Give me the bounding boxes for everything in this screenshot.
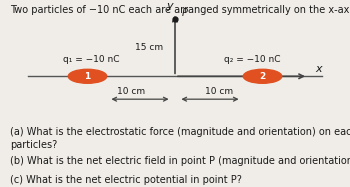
Text: P: P xyxy=(182,8,188,18)
Text: Two particles of −10 nC each are arranged symmetrically on the x-axis.: Two particles of −10 nC each are arrange… xyxy=(10,5,350,15)
Circle shape xyxy=(243,69,282,83)
Text: 1: 1 xyxy=(84,72,91,81)
Text: q₁ = −10 nC: q₁ = −10 nC xyxy=(63,55,119,64)
Text: 2: 2 xyxy=(259,72,266,81)
Text: 15 cm: 15 cm xyxy=(135,43,163,52)
Text: q₂ = −10 nC: q₂ = −10 nC xyxy=(224,55,280,64)
Text: x: x xyxy=(315,64,322,74)
Text: 10 cm: 10 cm xyxy=(205,87,233,96)
Text: y: y xyxy=(167,1,173,11)
Text: (c) What is the net electric potential in point P?: (c) What is the net electric potential i… xyxy=(10,175,242,185)
Text: (a) What is the electrostatic force (magnitude and orientation) on each of the t: (a) What is the electrostatic force (mag… xyxy=(10,127,350,150)
Text: 10 cm: 10 cm xyxy=(117,87,145,96)
Circle shape xyxy=(68,69,107,83)
Text: (b) What is the net electric field in point P (magnitude and orientation)?: (b) What is the net electric field in po… xyxy=(10,156,350,166)
